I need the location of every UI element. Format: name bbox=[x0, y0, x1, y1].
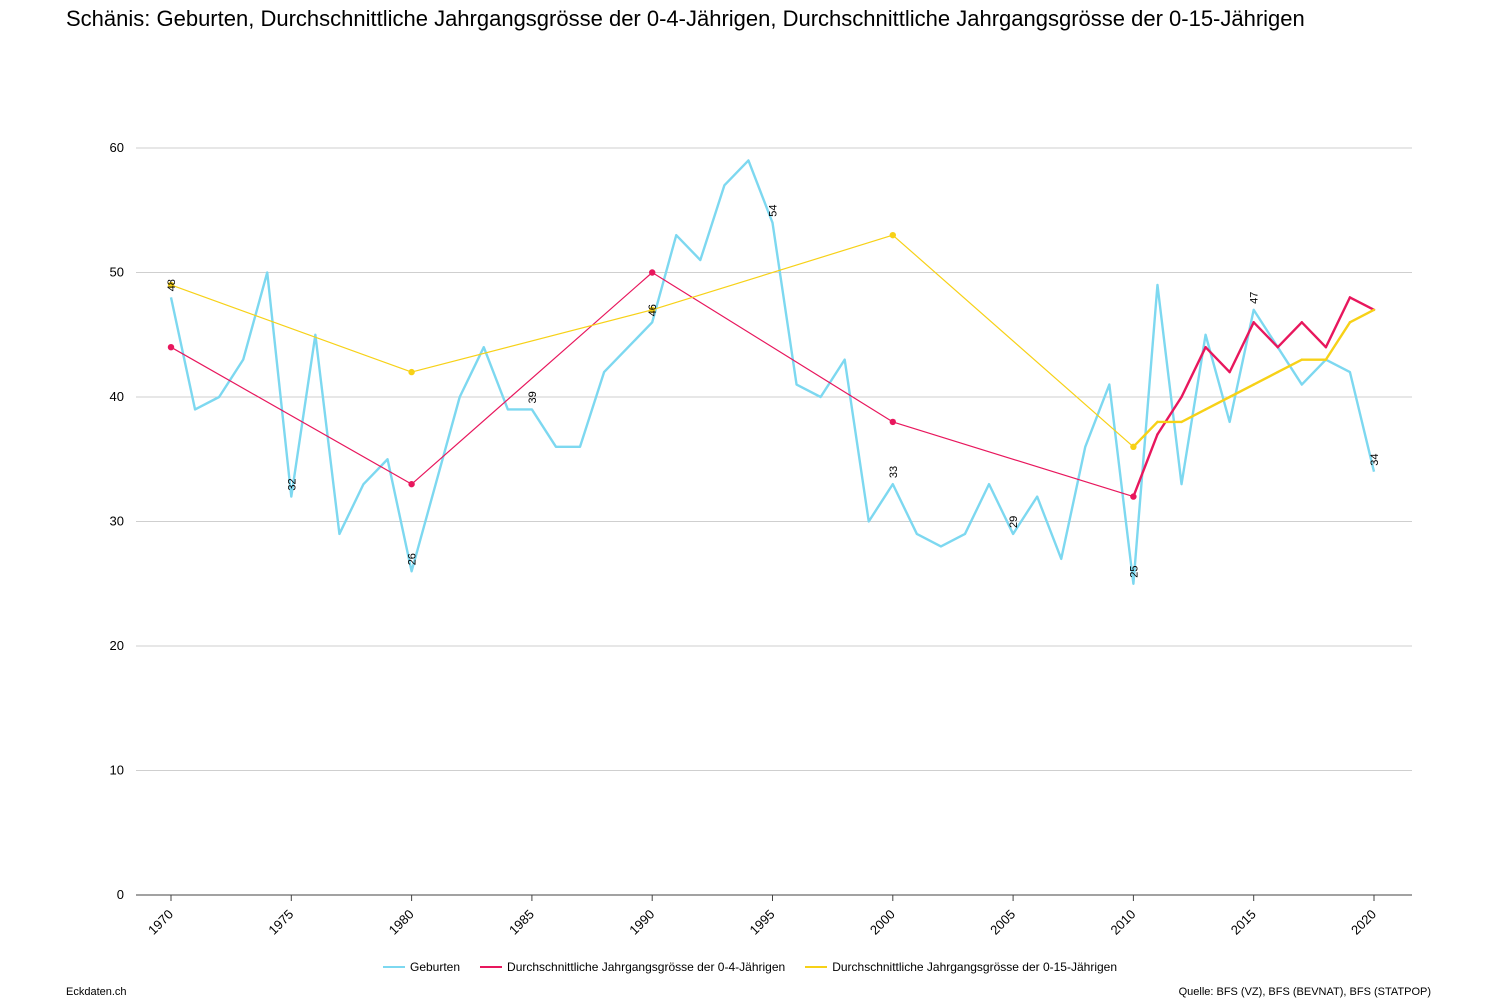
series-marker bbox=[167, 344, 175, 351]
series-segment-0-4 bbox=[1156, 395, 1183, 436]
series-marker bbox=[889, 231, 896, 239]
series-segment-0-4 bbox=[892, 421, 1135, 498]
series-segment-0-15 bbox=[651, 234, 894, 311]
legend-swatch bbox=[805, 966, 828, 968]
data-label: 34 bbox=[1369, 453, 1381, 465]
x-tick-label: 1975 bbox=[265, 907, 296, 938]
series-segment-0-15 bbox=[1252, 370, 1279, 386]
series-segment-0-4 bbox=[1252, 321, 1279, 349]
series-segment-0-15 bbox=[411, 309, 653, 373]
legend-swatch bbox=[382, 966, 405, 968]
legend-label: Durchschnittliche Jahrgangsgrösse der 0-… bbox=[507, 960, 786, 974]
data-label: 47 bbox=[1249, 292, 1261, 304]
series-segment-0-4 bbox=[651, 271, 894, 423]
x-tick-label: 2015 bbox=[1228, 907, 1259, 938]
series-segment-0-4 bbox=[1300, 321, 1328, 349]
series-segment-0-15 bbox=[1228, 383, 1255, 399]
series-marker bbox=[649, 269, 656, 276]
series-marker bbox=[167, 281, 175, 289]
series-segment-0-4 bbox=[1324, 296, 1352, 349]
data-label: 33 bbox=[888, 466, 900, 478]
data-labels: 48 32 26 39 46 54 33 29 25 47 34 bbox=[166, 204, 1381, 577]
site-credit: Eckdaten.ch bbox=[66, 986, 127, 998]
x-tick-label: 1985 bbox=[506, 907, 537, 938]
series-segment-0-15 bbox=[1348, 308, 1376, 324]
y-tick-label: 20 bbox=[110, 638, 124, 653]
series-segment-0-15 bbox=[892, 234, 1135, 448]
legend: Geburten Durchschnittliche Jahrgangsgrös… bbox=[0, 960, 1500, 974]
x-tick-label: 2020 bbox=[1348, 907, 1379, 938]
x-tick-label: 1980 bbox=[386, 907, 417, 938]
series-segment-0-4 bbox=[1228, 321, 1255, 374]
chart-title: Schänis: Geburten, Durchschnittliche Jah… bbox=[66, 6, 1305, 31]
source-note: Quelle: BFS (VZ), BFS (BEVNAT), BFS (STA… bbox=[1178, 986, 1431, 998]
series-segment-0-4 bbox=[1276, 321, 1304, 349]
y-tick-label: 0 bbox=[117, 887, 124, 902]
series-segment-0-4 bbox=[1180, 346, 1207, 399]
series-segment-0-15 bbox=[1324, 321, 1352, 361]
data-label: 39 bbox=[527, 391, 539, 403]
series-segment-0-15 bbox=[1204, 395, 1231, 411]
series-segment-0-4 bbox=[1132, 433, 1159, 498]
data-label: 54 bbox=[768, 204, 780, 216]
gridlines bbox=[136, 147, 1412, 896]
legend-label: Geburten bbox=[409, 960, 461, 974]
series-marker bbox=[1130, 493, 1137, 500]
x-tick-label: 1995 bbox=[747, 907, 778, 938]
series-marker bbox=[408, 368, 415, 376]
x-axis-ticks: 1970 1975 1980 1985 1990 1995 2000 2005 2010 2015… bbox=[145, 895, 1379, 938]
series-segment-0-15 bbox=[1276, 358, 1304, 374]
series-markers bbox=[167, 231, 1137, 500]
data-label: 26 bbox=[407, 553, 419, 565]
series-segment-0-15 bbox=[1180, 408, 1207, 424]
legend-item-0-4[interactable]: Durchschnittliche Jahrgangsgrösse der 0-… bbox=[480, 960, 785, 974]
y-tick-label: 40 bbox=[110, 389, 124, 404]
x-tick-label: 1970 bbox=[145, 907, 176, 938]
series-segment-0-4 bbox=[411, 271, 653, 485]
legend-swatch bbox=[480, 966, 503, 968]
series-marker bbox=[408, 480, 415, 488]
series-marker bbox=[649, 306, 656, 314]
series-segment-0-4 bbox=[1204, 346, 1231, 374]
legend-item-geburten[interactable]: Geburten bbox=[382, 960, 461, 974]
y-tick-label: 60 bbox=[110, 140, 124, 155]
series-marker bbox=[889, 418, 896, 426]
y-axis-ticks: 0 10 20 30 40 50 60 bbox=[110, 140, 124, 902]
series-segment-0-4 bbox=[170, 346, 413, 485]
data-label: 46 bbox=[647, 304, 659, 316]
y-tick-label: 30 bbox=[110, 514, 124, 529]
y-tick-label: 10 bbox=[110, 763, 124, 778]
x-tick-label: 1990 bbox=[626, 907, 657, 938]
legend-item-0-15[interactable]: Durchschnittliche Jahrgangsgrösse der 0-… bbox=[805, 960, 1117, 974]
series-marker bbox=[1130, 443, 1137, 450]
series-segment-0-15 bbox=[1132, 420, 1159, 448]
x-tick-label: 2005 bbox=[987, 907, 1018, 938]
series-lines bbox=[169, 159, 1376, 585]
data-label: 25 bbox=[1128, 566, 1140, 578]
series-segment-0-15 bbox=[170, 284, 413, 373]
series-line-geburten bbox=[169, 159, 1376, 585]
data-label: 32 bbox=[286, 478, 298, 490]
series-segment-0-4 bbox=[1348, 296, 1376, 312]
x-tick-label: 2000 bbox=[867, 907, 898, 938]
legend-label: Durchschnittliche Jahrgangsgrösse der 0-… bbox=[832, 960, 1118, 974]
y-tick-label: 50 bbox=[110, 265, 124, 280]
data-label: 48 bbox=[166, 279, 178, 291]
x-tick-label: 2010 bbox=[1107, 907, 1138, 938]
data-label: 29 bbox=[1008, 516, 1020, 528]
